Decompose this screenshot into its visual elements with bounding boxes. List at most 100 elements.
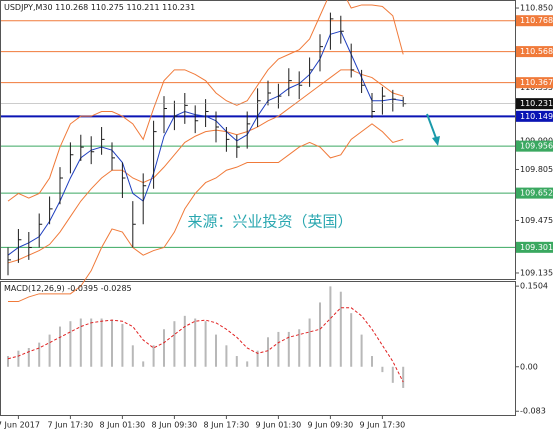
signal-value: -0.0285 — [101, 284, 132, 293]
level-label: 110.568 — [520, 47, 553, 56]
price-bar — [38, 213, 43, 248]
macd-bar — [235, 356, 238, 367]
x-tick-label: 7 Jun 17:30 — [48, 421, 94, 430]
price-bar — [340, 15, 344, 44]
arrow-head — [432, 136, 440, 146]
price-bar — [80, 134, 84, 161]
level-box — [516, 77, 553, 89]
price-bar — [350, 43, 355, 78]
symbol: USDJPY,M30 — [4, 3, 53, 12]
macd-bar — [381, 366, 384, 373]
price-bar — [163, 96, 167, 134]
low: 110.211 — [126, 3, 159, 12]
macd-bar — [339, 291, 342, 367]
level-label: 110.149 — [520, 112, 553, 121]
x-tick-label: 9 Jun 01:30 — [256, 421, 302, 430]
macd-bar — [371, 356, 373, 367]
open: 110.268 — [55, 3, 88, 12]
macd-bar — [298, 329, 301, 367]
price-panel — [0, 0, 516, 280]
macd-bar — [308, 318, 311, 367]
y-tick-label: 109.475 — [520, 216, 553, 225]
bollinger-band — [8, 123, 404, 303]
macd-bar — [90, 318, 93, 367]
price-bar — [392, 89, 396, 112]
macd-name: MACD(12,26,9) — [4, 284, 65, 293]
y-tick-label: 109.135 — [520, 268, 553, 277]
macd-bar — [256, 350, 259, 367]
level-label: 109.301 — [520, 243, 553, 252]
price-bar — [121, 162, 126, 199]
price-bar — [90, 136, 95, 165]
macd-bar — [27, 348, 30, 367]
macd-bar — [246, 361, 249, 367]
macd-bar — [100, 318, 103, 367]
price-bar — [277, 83, 282, 109]
macd-bar — [350, 313, 353, 367]
price-bar — [309, 57, 313, 87]
macd-bar — [267, 337, 269, 367]
level-box — [516, 46, 553, 58]
macd-bar — [69, 321, 72, 367]
price-bar — [298, 71, 303, 100]
macd-bar — [142, 361, 145, 367]
macd-bar — [7, 356, 9, 367]
macd-bar — [79, 318, 82, 367]
price-bar — [28, 232, 32, 260]
macd-bar — [152, 345, 155, 367]
price-bar — [142, 173, 147, 225]
macd-bar — [38, 342, 41, 367]
level-box — [516, 140, 553, 152]
macd-bar — [215, 334, 217, 367]
macd-bar — [329, 286, 332, 367]
x-tick-label: 9 Jun 17:30 — [360, 421, 406, 430]
price-bar — [101, 126, 105, 155]
macd-header: MACD(12,26,9) -0.0395 -0.0285 — [4, 284, 132, 293]
macd-bar — [277, 331, 280, 367]
macd-bar — [48, 334, 51, 367]
price-bar — [153, 120, 157, 189]
price-bar — [111, 142, 115, 171]
price-bar — [17, 228, 22, 263]
price-bar — [59, 167, 63, 205]
price-bar — [215, 111, 219, 143]
macd-bar — [225, 345, 228, 367]
macd-bar — [121, 323, 124, 367]
signal-line — [7, 307, 404, 383]
macd-bar — [59, 326, 61, 367]
high: 110.275 — [91, 3, 124, 12]
bollinger-band — [7, 69, 404, 264]
macd-bar — [391, 366, 394, 383]
price-bar — [371, 93, 375, 118]
bollinger-band — [7, 0, 404, 202]
level-label: 110.768 — [520, 16, 553, 25]
level-box — [516, 15, 553, 27]
y-tick-label: -0.083 — [520, 407, 546, 416]
price-label: 110.231 — [520, 99, 553, 108]
macd-value: -0.0395 — [67, 284, 98, 293]
level-label: 109.956 — [520, 142, 553, 151]
price-bar — [236, 134, 240, 158]
macd-bar — [204, 321, 207, 367]
arrow — [426, 113, 437, 139]
price-bar — [184, 93, 188, 124]
price-bar — [246, 111, 251, 149]
price-bar — [381, 86, 386, 115]
macd-bar — [287, 331, 290, 367]
price-bar — [194, 105, 199, 134]
header: USDJPY,M30 110.268 110.275 110.211 110.2… — [4, 3, 195, 12]
x-tick-label: 8 Jun 01:30 — [100, 421, 146, 430]
level-box — [516, 110, 553, 122]
price-box — [516, 98, 553, 110]
macd-panel — [0, 281, 516, 416]
price-bar — [69, 142, 74, 174]
price-bar — [361, 69, 365, 93]
x-tick-label: 7 Jun 2017 — [0, 421, 40, 430]
price-bar — [132, 201, 136, 248]
price-bar — [319, 34, 323, 72]
level-label: 110.367 — [520, 78, 553, 87]
level-label: 109.652 — [520, 189, 553, 198]
macd-bar — [360, 334, 363, 367]
